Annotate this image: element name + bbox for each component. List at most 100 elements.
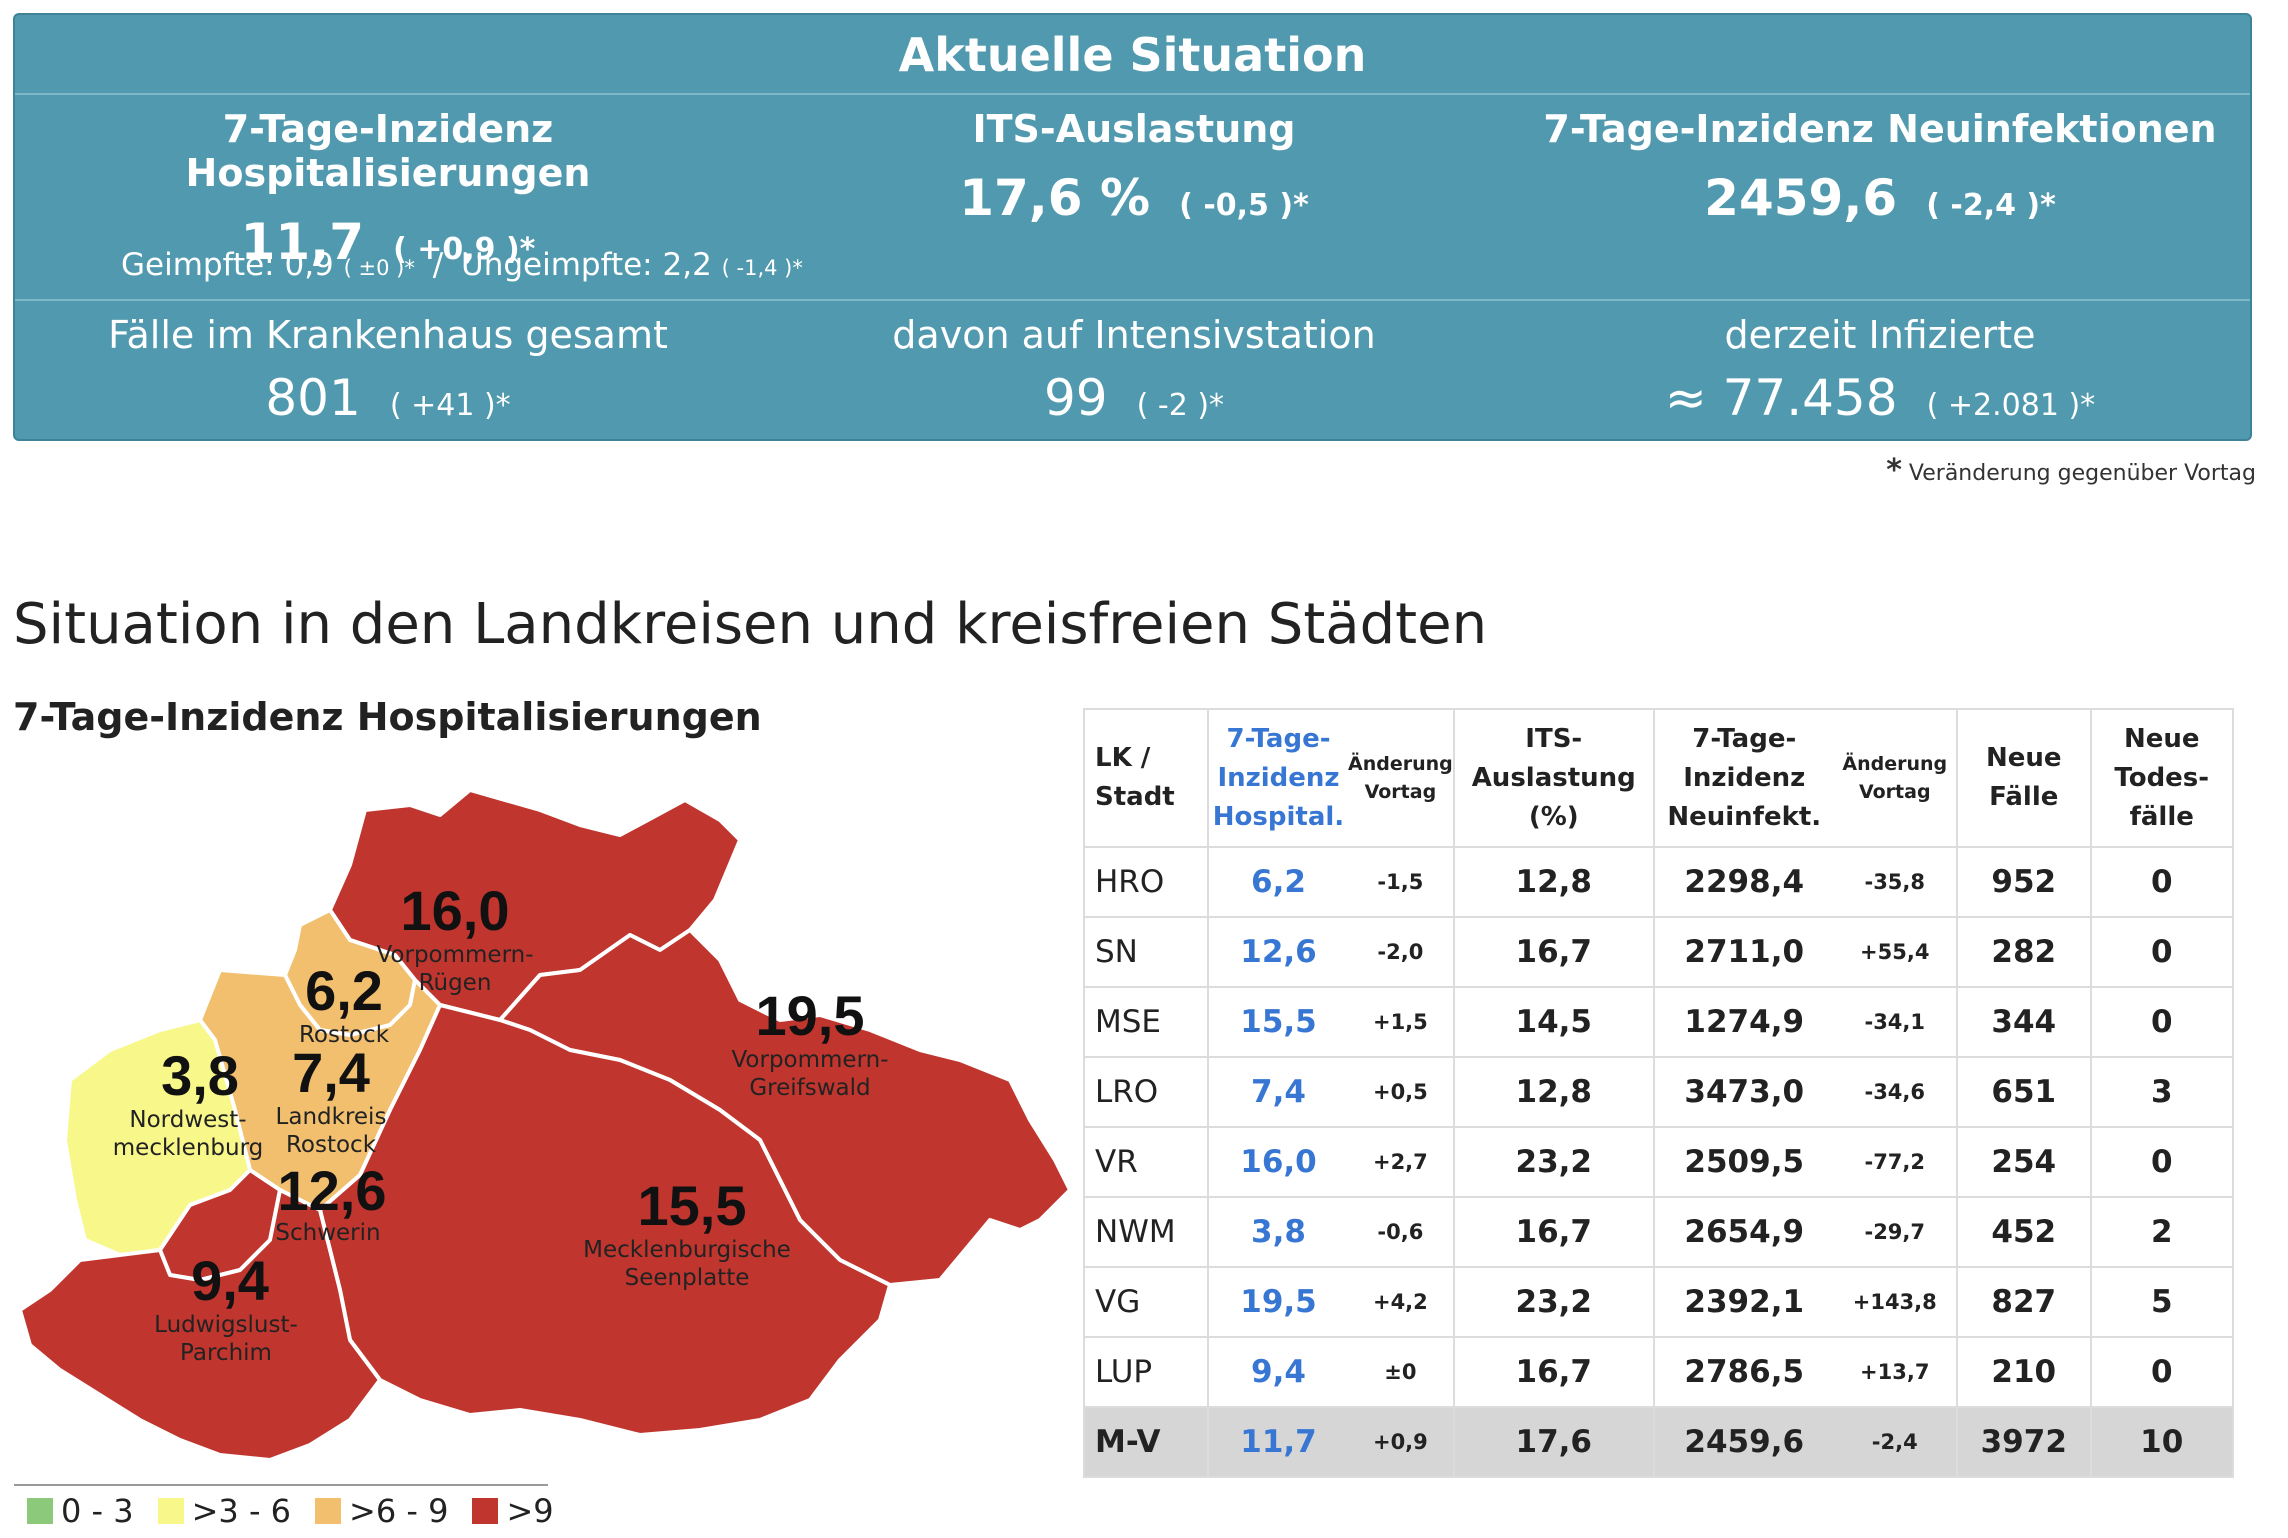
table-cell-hosp: 16,0 (1207, 1126, 1348, 1198)
table-cell-cases: 827 (1955, 1266, 2092, 1338)
legend-label-vhigh: >9 (506, 1492, 554, 1530)
header-deaths-2: Todes- (2114, 762, 2210, 793)
table-cell-its: 23,2 (1452, 1126, 1655, 1198)
summary-banner: Aktuelle Situation 7-Tage-Inzidenz Hospi… (13, 13, 2252, 441)
map-value-vr: 16,0 (401, 879, 510, 942)
table-cell-change1: -0,6 (1348, 1196, 1455, 1268)
header-neu: 7-Tage- Inzidenz Neuinfekt. (1652, 708, 1834, 848)
table-cell-lk: SN (1083, 916, 1209, 988)
header-change2-2: Vortag (1858, 781, 1931, 803)
map-value-hro: 6,2 (305, 959, 383, 1022)
table-cell-cases: 282 (1955, 916, 2092, 988)
table-row: VR 16,0 +2,7 23,2 2509,5 -77,2 254 0 (1083, 1126, 2234, 1198)
table-header-row: LK / Stadt 7-Tage- Inzidenz Hospital. Än… (1083, 708, 2234, 848)
table-cell-change2: +13,7 (1833, 1336, 1958, 1408)
table-row: HRO 6,2 -1,5 12,8 2298,4 -35,8 952 0 (1083, 846, 2234, 918)
banner-divider-bottom (15, 299, 2250, 301)
table-cell-neu: 2459,6 (1652, 1406, 1834, 1478)
kpi-infected: derzeit Infizierte ≈ 77.458 ( +2.081 )* (1507, 313, 2253, 427)
table-cell-neu: 2392,1 (1652, 1266, 1834, 1338)
section-heading: Situation in den Landkreisen und kreisfr… (13, 592, 1488, 657)
legend-swatch-mid (157, 1498, 184, 1524)
table-row: MSE 15,5 +1,5 14,5 1274,9 -34,1 344 0 (1083, 986, 2234, 1058)
legend-label-low: 0 - 3 (61, 1492, 134, 1530)
table-cell-change1: +0,9 (1348, 1406, 1455, 1478)
table-cell-deaths: 10 (2089, 1406, 2234, 1478)
table-row: VG 19,5 +4,2 23,2 2392,1 +143,8 827 5 (1083, 1266, 2234, 1338)
legend-item-vhigh: >9 (472, 1492, 554, 1530)
region-ludwigslust-parchim[interactable] (20, 1188, 382, 1460)
kpi-neu-label: 7-Tage-Inzidenz Neuinfektionen (1543, 107, 2217, 151)
map-label-vr-1: Vorpommern- (376, 942, 533, 968)
header-its: ITS- Auslastung (%) (1452, 708, 1655, 848)
table-cell-cases: 3972 (1955, 1406, 2092, 1478)
unvaccinated-label: Ungeimpfte: 2,2 (461, 247, 712, 283)
banner-title: Aktuelle Situation (898, 28, 1367, 82)
table-cell-change2: -34,1 (1833, 986, 1958, 1058)
header-hosp-1: 7-Tage- (1226, 723, 1331, 754)
table-cell-hosp: 6,2 (1207, 846, 1348, 918)
legend-divider (14, 1484, 548, 1486)
table-row: SN 12,6 -2,0 16,7 2711,0 +55,4 282 0 (1083, 916, 2234, 988)
table-cell-its: 16,7 (1452, 1196, 1655, 1268)
table-cell-lk: VG (1083, 1266, 1209, 1338)
table-cell-lk: MSE (1083, 986, 1209, 1058)
table-cell-change1: +1,5 (1348, 986, 1455, 1058)
header-hosp: 7-Tage- Inzidenz Hospital. (1207, 708, 1348, 848)
region-mecklenburgische-seenplatte[interactable] (318, 1003, 892, 1437)
table-cell-cases: 452 (1955, 1196, 2092, 1268)
header-lk-1: LK / (1095, 743, 1151, 773)
header-neu-2: Inzidenz (1683, 762, 1806, 793)
table-cell-neu: 2298,4 (1652, 846, 1834, 918)
footnote-text: Veränderung gegenüber Vortag (1908, 461, 2256, 486)
table-row: LRO 7,4 +0,5 12,8 3473,0 -34,6 651 3 (1083, 1056, 2234, 1128)
table-cell-change2: -35,8 (1833, 846, 1958, 918)
kpi-neu: 7-Tage-Inzidenz Neuinfektionen 2459,6 ( … (1507, 107, 2253, 227)
kpi-infected-value: ≈ 77.458 (1664, 369, 1898, 427)
table-row: LUP 9,4 ±0 16,7 2786,5 +13,7 210 0 (1083, 1336, 2234, 1408)
table-cell-lk: LRO (1083, 1056, 1209, 1128)
table-cell-cases: 651 (1955, 1056, 2092, 1128)
legend-swatch-low (27, 1498, 53, 1524)
table-cell-cases: 344 (1955, 986, 2092, 1058)
map-title: 7-Tage-Inzidenz Hospitalisierungen (13, 695, 762, 739)
header-hosp-2: Inzidenz (1217, 762, 1340, 793)
kpi-hosp-label: 7-Tage-Inzidenz Hospitalisierungen (185, 107, 591, 195)
header-change1-1: Änderung (1348, 753, 1453, 775)
table-cell-change2: +143,8 (1833, 1266, 1958, 1338)
table-cell-neu: 2711,0 (1652, 916, 1834, 988)
table-cell-hosp: 7,4 (1207, 1056, 1348, 1128)
header-change2-1: Änderung (1842, 753, 1948, 775)
kpi-icu-value: 99 (1043, 369, 1108, 427)
table-cell-neu: 2509,5 (1652, 1126, 1834, 1198)
header-deaths-1: Neue (2123, 723, 2200, 754)
header-neu-1: 7-Tage- (1692, 723, 1797, 754)
footnote: * Veränderung gegenüber Vortag (1886, 453, 2256, 488)
map-value-vg: 19,5 (756, 984, 865, 1047)
table-cell-deaths: 3 (2089, 1056, 2234, 1128)
table-cell-deaths: 2 (2089, 1196, 2234, 1268)
map-value-nwm: 3,8 (161, 1044, 239, 1107)
district-table: LK / Stadt 7-Tage- Inzidenz Hospital. Än… (1083, 708, 2234, 1478)
table-cell-deaths: 5 (2089, 1266, 2234, 1338)
table-cell-hosp: 11,7 (1207, 1406, 1348, 1478)
map-label-nwm-2: mecklenburg (113, 1135, 263, 1161)
map-label-vg-2: Greifswald (749, 1075, 870, 1101)
header-its-1: ITS- (1525, 723, 1583, 754)
legend-item-low: 0 - 3 (27, 1492, 134, 1530)
map-value-lup: 9,4 (191, 1249, 269, 1312)
kpi-hospital-total-change: ( +41 )* (389, 388, 511, 423)
kpi-hosp-change: ( +0,9 )* (393, 232, 536, 267)
legend-item-high: >6 - 9 (315, 1492, 448, 1530)
table-cell-deaths: 0 (2089, 1126, 2234, 1198)
header-its-2: Auslastung (1471, 762, 1636, 793)
map-value-sn: 12,6 (278, 1159, 387, 1222)
kpi-hosp: 7-Tage-Inzidenz Hospitalisierungen 11,7 … (15, 107, 761, 271)
table-cell-cases: 254 (1955, 1126, 2092, 1198)
table-cell-change2: -77,2 (1833, 1126, 1958, 1198)
map-label-sn: Schwerin (275, 1220, 380, 1246)
legend-label-high: >6 - 9 (349, 1492, 449, 1530)
header-neu-3: Neuinfekt. (1667, 801, 1822, 832)
kpi-its-value: 17,6 % (959, 169, 1151, 227)
kpi-infected-change: ( +2.081 )* (1926, 388, 2096, 423)
